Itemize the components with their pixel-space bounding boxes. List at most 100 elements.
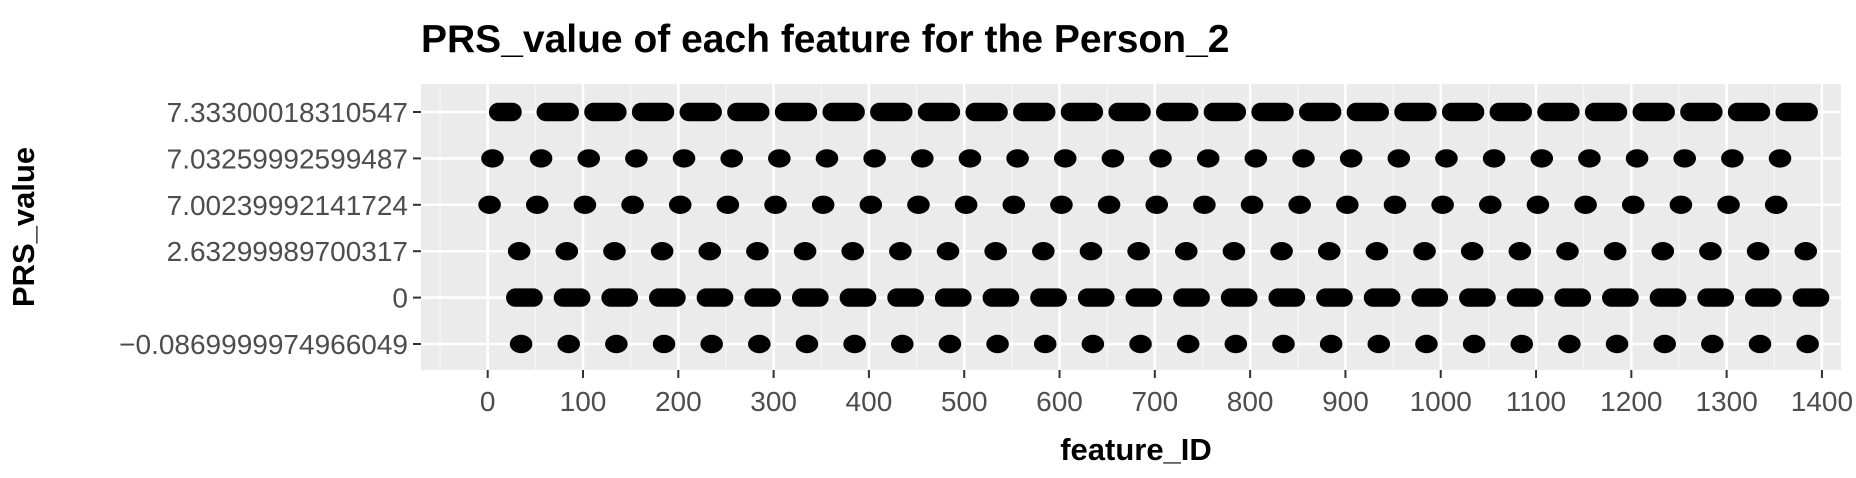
data-point-cluster — [727, 102, 770, 122]
data-point — [1079, 242, 1103, 261]
data-point — [1721, 149, 1744, 168]
data-point-cluster — [1156, 102, 1199, 122]
x-tick-label: 1000 — [1410, 386, 1472, 417]
data-point — [481, 149, 504, 168]
y-axis: 7.33300018310547 7.03259992599487 7.002399… — [119, 97, 421, 360]
x-tick-label: 600 — [1036, 386, 1083, 417]
data-point-cluster — [1680, 102, 1723, 122]
data-point-cluster — [822, 102, 865, 122]
data-point — [1651, 242, 1675, 261]
y-tick-label: 7.03259992599487 — [167, 143, 408, 174]
data-point — [936, 242, 960, 261]
data-point-cluster — [1030, 288, 1067, 307]
data-point — [1081, 334, 1105, 354]
data-point-cluster — [1077, 288, 1115, 307]
data-point — [1032, 242, 1055, 261]
data-point-cluster — [1649, 288, 1687, 307]
data-point — [1339, 149, 1363, 168]
data-point — [577, 149, 601, 168]
data-point — [1149, 149, 1172, 168]
data-point — [1224, 334, 1248, 354]
data-point-cluster — [1298, 102, 1342, 122]
data-point — [1097, 195, 1121, 214]
data-point — [529, 149, 553, 168]
data-point — [1482, 149, 1506, 168]
x-tick-label: 200 — [655, 386, 702, 417]
data-point — [954, 195, 978, 214]
data-point-cluster — [1363, 288, 1401, 307]
x-tick-label: 800 — [1227, 386, 1274, 417]
plot-panel — [421, 84, 1841, 370]
data-point — [621, 195, 644, 214]
data-point — [764, 195, 787, 214]
data-point-cluster — [1108, 102, 1151, 122]
data-point-cluster — [1394, 102, 1437, 122]
data-point — [1145, 195, 1169, 214]
data-point — [478, 195, 501, 214]
y-axis-title: PRS_value — [6, 147, 41, 307]
data-point-cluster — [870, 102, 913, 122]
y-tick-label: 7.00239992141724 — [167, 190, 408, 221]
x-tick-label: 900 — [1322, 386, 1369, 417]
data-point — [573, 195, 597, 214]
data-point-cluster — [744, 288, 782, 307]
data-point — [1510, 334, 1534, 354]
x-tick-label: 1200 — [1600, 386, 1662, 417]
data-point — [720, 149, 743, 168]
data-point — [1367, 334, 1391, 354]
data-point — [1556, 242, 1579, 261]
data-point — [1365, 242, 1389, 261]
data-point-cluster — [1268, 288, 1306, 307]
data-point-cluster — [1316, 288, 1353, 307]
data-point — [793, 242, 817, 261]
data-point — [716, 195, 740, 214]
data-point — [1431, 195, 1454, 214]
data-point — [795, 334, 819, 354]
x-tick-label: 400 — [846, 386, 893, 417]
data-point — [672, 149, 696, 168]
x-tick-label: 100 — [560, 386, 607, 417]
data-point — [746, 242, 769, 261]
x-tick-label: 0 — [480, 386, 496, 417]
data-point — [1621, 195, 1645, 214]
data-point — [1415, 334, 1438, 354]
data-point — [1508, 242, 1532, 261]
data-point — [1478, 195, 1502, 214]
data-point-cluster — [774, 102, 818, 122]
data-point — [1764, 195, 1788, 214]
data-point — [910, 149, 934, 168]
data-point-cluster — [1506, 288, 1544, 307]
data-point-cluster — [536, 102, 579, 122]
data-point — [1460, 242, 1484, 261]
data-point — [843, 334, 866, 354]
data-point — [1530, 149, 1554, 168]
data-point-cluster — [1346, 102, 1390, 122]
data-point — [557, 334, 581, 354]
data-point — [1746, 242, 1770, 261]
data-point — [907, 195, 930, 214]
data-point — [748, 334, 771, 354]
data-point — [1462, 334, 1486, 354]
data-point-cluster — [679, 102, 722, 122]
data-point — [1574, 195, 1597, 214]
data-point — [700, 334, 723, 354]
data-point — [768, 149, 791, 168]
data-point-cluster — [649, 288, 686, 307]
data-point — [984, 242, 1007, 261]
data-point — [1669, 195, 1693, 214]
data-point — [625, 149, 648, 168]
x-tick-label: 1300 — [1695, 386, 1757, 417]
data-point — [668, 195, 692, 214]
data-point — [1748, 334, 1772, 354]
data-point-cluster — [1013, 102, 1056, 122]
data-point — [1033, 334, 1057, 354]
data-point-cluster — [601, 288, 639, 307]
data-point — [1050, 195, 1073, 214]
data-point — [1699, 242, 1722, 261]
y-tick-label: 0 — [392, 283, 408, 314]
data-point — [889, 242, 912, 261]
x-axis-title: feature_ID — [1060, 432, 1212, 467]
data-point-cluster — [584, 102, 627, 122]
